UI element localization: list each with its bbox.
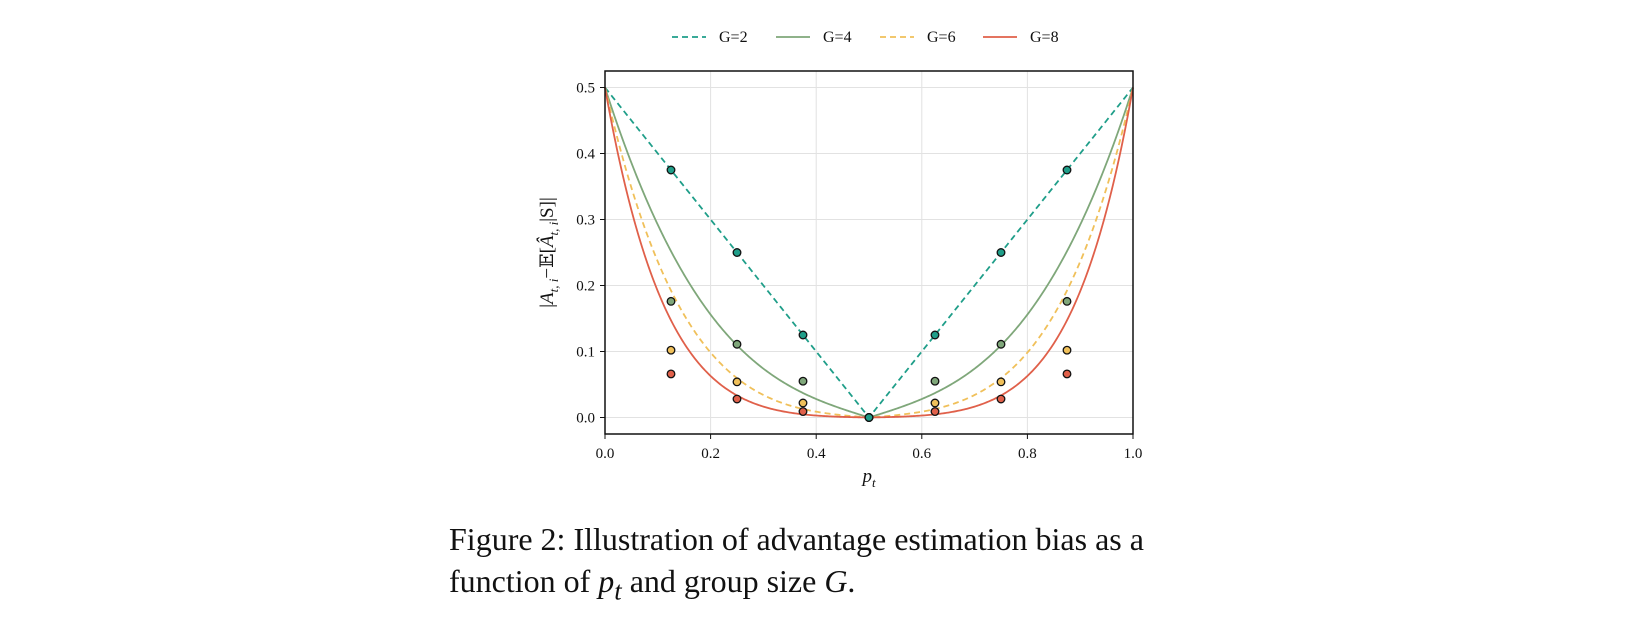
series-lines — [604, 86, 1134, 419]
data-point-g6 — [732, 377, 742, 387]
data-point-g6 — [930, 398, 940, 408]
series-line-g4 — [604, 87, 1134, 419]
data-point-g2 — [864, 413, 874, 422]
x-axis-label-sub: t — [872, 475, 876, 490]
legend-label: G=8 — [1030, 29, 1059, 46]
data-point-g4 — [798, 376, 808, 386]
data-point-g4 — [930, 376, 940, 386]
data-point-g8 — [996, 394, 1006, 404]
data-point-g2 — [930, 330, 940, 340]
x-axis: 0.0 0.2 0.4 0.6 0.8 1.0 — [596, 434, 1143, 462]
y-tick-label: 0.2 — [576, 279, 595, 295]
y-tick-label: 0.3 — [576, 213, 595, 229]
series-line-g6 — [604, 87, 1134, 419]
x-axis-label: pt — [860, 466, 876, 490]
data-point-g2 — [666, 165, 676, 175]
series-line-g8 — [604, 87, 1134, 419]
y-tick-label: 0.5 — [576, 81, 595, 97]
caption-line-1: Figure 2: Illustration of advantage esti… — [449, 521, 1144, 557]
grid — [604, 71, 1134, 434]
data-point-g8 — [732, 394, 742, 404]
data-point-g8 — [930, 407, 940, 417]
x-axis-label-p: p — [860, 466, 872, 487]
x-tick-label: 0.8 — [1018, 446, 1037, 462]
data-point-g2 — [1062, 165, 1072, 175]
y-axis-label: |At, i−𝔼[Ât, i|S]| — [536, 197, 561, 308]
data-point-g8 — [666, 369, 676, 379]
legend-label: G=4 — [823, 29, 852, 46]
data-point-g4 — [1062, 296, 1072, 306]
data-point-g2 — [996, 248, 1006, 257]
legend-label: G=2 — [719, 29, 748, 46]
data-point-g8 — [798, 407, 808, 417]
x-tick-label: 0.2 — [701, 446, 720, 462]
data-point-g6 — [798, 398, 808, 408]
data-point-g2 — [798, 330, 808, 340]
data-point-g2 — [732, 248, 742, 257]
x-tick-label: 0.0 — [596, 446, 615, 462]
x-tick-label: 1.0 — [1124, 446, 1143, 462]
x-tick-label: 0.4 — [807, 446, 826, 462]
y-tick-label: 0.0 — [576, 411, 595, 427]
figure-caption: Figure 2: Illustration of advantage esti… — [449, 518, 1269, 611]
data-point-g6 — [666, 345, 676, 355]
data-point-g4 — [732, 339, 742, 349]
legend: G=2 G=4 G=6 G=8 — [672, 29, 1059, 46]
y-tick-label: 0.4 — [576, 147, 595, 163]
caption-line-2: function of pt and group size G. — [449, 563, 856, 606]
y-tick-label: 0.1 — [576, 345, 595, 361]
data-point-g8 — [1062, 369, 1072, 379]
series-line-g2 — [604, 86, 1134, 419]
plot-frame — [604, 70, 1134, 435]
data-point-g4 — [666, 296, 676, 306]
data-point-g4 — [996, 339, 1006, 349]
y-axis: 0.0 0.1 0.2 0.3 0.4 0.5 — [576, 81, 605, 427]
x-tick-label: 0.6 — [912, 446, 931, 462]
data-point-g6 — [1062, 345, 1072, 355]
legend-label: G=6 — [927, 29, 956, 46]
data-point-g6 — [996, 377, 1006, 387]
data-markers — [666, 165, 1072, 422]
